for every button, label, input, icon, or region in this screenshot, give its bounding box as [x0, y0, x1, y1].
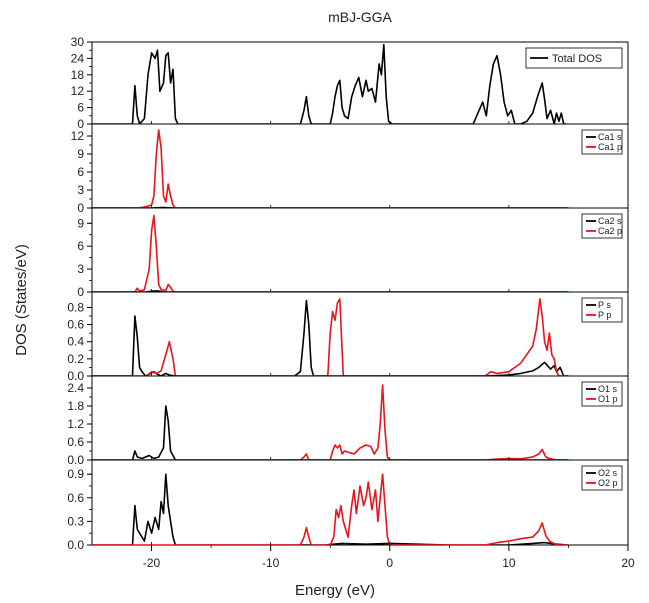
y-tick-label: 0: [77, 285, 84, 299]
y-tick-label: 0.3: [67, 514, 84, 528]
y-tick-label: 1.2: [67, 417, 84, 431]
legend: Total DOS: [525, 47, 623, 69]
y-tick-label: 0.4: [67, 335, 84, 349]
series-line-p-s: [92, 299, 569, 376]
legend-box: [581, 465, 623, 491]
series-line-ca1-p: [92, 129, 569, 208]
y-tick-label: 24: [71, 51, 85, 65]
y-tick-label: 0.6: [67, 318, 84, 332]
x-axis-label: Energy (eV): [295, 582, 375, 599]
y-tick-label: 1.8: [67, 399, 84, 413]
y-tick-label: 18: [71, 68, 85, 82]
panel-4: 0.0 0.2 0.4 0.6 0.8 P sP p: [67, 291, 629, 383]
y-tick-label: 3: [77, 183, 84, 197]
y-tick-label: 0.2: [67, 352, 84, 366]
legend: O1 sO1 p: [581, 381, 623, 407]
legend-label: O2 p: [598, 478, 618, 488]
legend: O2 sO2 p: [581, 465, 623, 491]
y-tick-label: 0.9: [67, 467, 84, 481]
series-line-o2-p: [92, 473, 569, 545]
legend-box: [581, 129, 623, 155]
panel-frame: [91, 291, 629, 377]
legend-label: O2 s: [598, 468, 618, 478]
y-tick-label: 0.6: [67, 491, 84, 505]
y-tick-label: 30: [71, 35, 85, 49]
panel-6: 0.0 0.3 0.6 0.9 O2 sO2 p: [67, 459, 629, 552]
y-tick-label: 0.6: [67, 435, 84, 449]
legend-label: P p: [598, 310, 611, 320]
y-tick-label: 9: [77, 147, 84, 161]
legend-label: Ca1 p: [598, 142, 622, 152]
y-tick-label: 0: [77, 117, 84, 131]
legend-box: [581, 381, 623, 407]
panel-frame: [91, 459, 629, 546]
series-line-total-dos: [92, 43, 567, 124]
legend-label: Ca1 s: [598, 132, 622, 142]
series-line-p-p: [92, 298, 569, 376]
y-tick-label: 6: [77, 239, 84, 253]
y-tick-label: 9: [77, 216, 84, 230]
panel-1: 0 6 12 18 24 30 Total DOS: [71, 35, 629, 131]
x-tick-label: -10: [262, 556, 280, 570]
y-tick-label: 0.0: [67, 453, 84, 467]
legend-label: Ca2 p: [598, 226, 622, 236]
y-tick-label: 0: [77, 201, 84, 215]
panel-frame: [91, 207, 629, 293]
y-tick-label: 0.0: [67, 369, 84, 383]
legend-label: O1 s: [598, 384, 618, 394]
chart-title: mBJ-GGA: [328, 9, 392, 25]
panel-frame: [91, 123, 629, 209]
y-tick-label: 12: [71, 84, 85, 98]
legend: P sP p: [581, 297, 623, 323]
series-line-o1-s: [92, 405, 569, 460]
legend-label: Total DOS: [552, 53, 602, 65]
y-tick-label: 6: [77, 165, 84, 179]
y-tick-label: 12: [71, 129, 85, 143]
series-line-o1-p: [92, 384, 569, 460]
y-tick-label: 6: [77, 101, 84, 115]
x-tick-label: 20: [621, 556, 635, 570]
y-tick-label: 2.4: [67, 381, 84, 395]
x-tick-label: 10: [502, 556, 516, 570]
y-tick-label: 3: [77, 262, 84, 276]
y-tick-label: 0.8: [67, 300, 84, 314]
series-line-o2-s: [92, 473, 569, 545]
legend-box: [581, 297, 623, 323]
y-tick-label: 0.0: [67, 538, 84, 552]
legend-label: Ca2 s: [598, 216, 622, 226]
y-axis-label: DOS (States/eV): [13, 244, 30, 356]
legend-box: [581, 213, 623, 239]
series-line-ca2-p: [92, 214, 569, 292]
legend-label: P s: [598, 300, 611, 310]
series-line-ca2-s: [92, 290, 569, 292]
x-tick-label: 0: [386, 556, 393, 570]
panel-5: 0.0 0.6 1.2 1.8 2.4 O1 sO1 p: [67, 375, 629, 467]
legend-box: [525, 47, 623, 69]
x-axis: -20 -10 0 10 20: [143, 545, 635, 570]
x-tick-label: -20: [143, 556, 161, 570]
legend-label: O1 p: [598, 394, 618, 404]
